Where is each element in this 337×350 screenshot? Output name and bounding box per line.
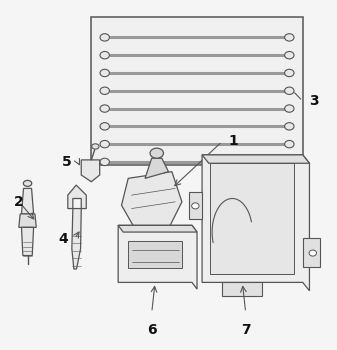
Ellipse shape bbox=[285, 34, 294, 41]
Ellipse shape bbox=[285, 51, 294, 59]
Polygon shape bbox=[118, 225, 197, 289]
Ellipse shape bbox=[285, 122, 294, 130]
Polygon shape bbox=[145, 158, 168, 178]
Ellipse shape bbox=[100, 122, 110, 130]
Polygon shape bbox=[72, 209, 81, 269]
Polygon shape bbox=[22, 228, 34, 256]
Ellipse shape bbox=[150, 148, 163, 158]
Polygon shape bbox=[189, 193, 202, 219]
Text: 7: 7 bbox=[241, 323, 250, 337]
Ellipse shape bbox=[285, 105, 294, 112]
Polygon shape bbox=[303, 238, 319, 267]
Ellipse shape bbox=[92, 144, 99, 149]
Ellipse shape bbox=[285, 158, 294, 166]
Polygon shape bbox=[19, 214, 36, 228]
Polygon shape bbox=[202, 155, 309, 163]
Ellipse shape bbox=[285, 87, 294, 95]
Ellipse shape bbox=[309, 250, 316, 256]
Ellipse shape bbox=[100, 105, 110, 112]
Polygon shape bbox=[222, 282, 263, 296]
Polygon shape bbox=[81, 160, 100, 182]
Ellipse shape bbox=[100, 51, 110, 59]
Ellipse shape bbox=[23, 180, 32, 187]
Ellipse shape bbox=[285, 140, 294, 148]
Polygon shape bbox=[22, 188, 34, 214]
Ellipse shape bbox=[100, 140, 110, 148]
Ellipse shape bbox=[100, 34, 110, 41]
Ellipse shape bbox=[100, 87, 110, 95]
Polygon shape bbox=[202, 155, 309, 291]
Text: 3: 3 bbox=[309, 94, 319, 108]
Text: 4: 4 bbox=[58, 232, 68, 246]
Polygon shape bbox=[68, 185, 86, 209]
Text: 6: 6 bbox=[147, 323, 156, 337]
Polygon shape bbox=[118, 225, 197, 232]
Polygon shape bbox=[122, 172, 182, 229]
Polygon shape bbox=[128, 241, 182, 268]
Text: 1: 1 bbox=[229, 134, 239, 148]
Bar bbox=[210, 163, 294, 274]
Bar bbox=[91, 17, 303, 165]
Ellipse shape bbox=[100, 158, 110, 166]
Ellipse shape bbox=[192, 203, 199, 209]
Ellipse shape bbox=[285, 69, 294, 77]
Ellipse shape bbox=[100, 69, 110, 77]
Text: 5: 5 bbox=[61, 155, 71, 169]
Text: 2: 2 bbox=[14, 195, 24, 209]
